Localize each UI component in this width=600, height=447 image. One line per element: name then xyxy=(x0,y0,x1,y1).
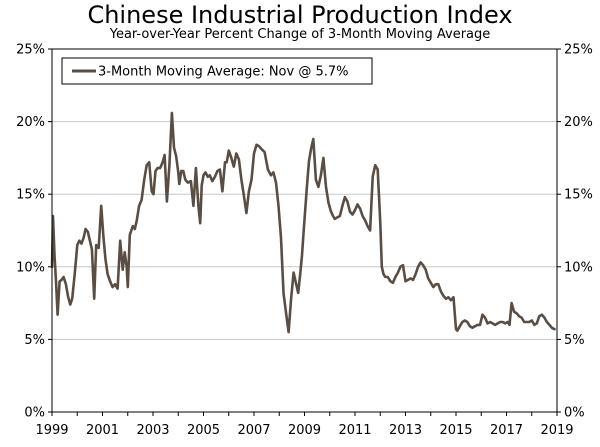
legend-box xyxy=(61,57,373,85)
y-tick-label-left: 15% xyxy=(16,188,45,203)
y-tick-label-left: 5% xyxy=(24,333,45,348)
y-tick-label-left: 0% xyxy=(24,406,45,421)
x-tick-label: 2001 xyxy=(86,423,119,438)
series-line xyxy=(50,111,556,334)
x-tick-label: 2005 xyxy=(187,423,220,438)
y-tick-label-right: 20% xyxy=(564,115,593,130)
plot-frame xyxy=(51,48,558,413)
x-tick-label: 2007 xyxy=(237,423,270,438)
y-tick-label-right: 10% xyxy=(564,260,593,275)
y-tick-label-right: 25% xyxy=(564,43,593,58)
x-tick-label: 1999 xyxy=(35,423,68,438)
x-tick-label: 2003 xyxy=(136,423,169,438)
x-tick-label: 2009 xyxy=(288,423,321,438)
y-tick-label-right: 15% xyxy=(564,188,593,203)
y-tick-label-right: 0% xyxy=(564,406,585,421)
chart-title: Chinese Industrial Production Index xyxy=(87,1,513,29)
y-tick-label-right: 5% xyxy=(564,333,585,348)
x-tick-label: 2011 xyxy=(338,423,371,438)
legend-label: 3-Month Moving Average: Nov @ 5.7% xyxy=(98,65,349,80)
y-tick-label-left: 20% xyxy=(16,115,45,130)
chart-subtitle: Year-over-Year Percent Change of 3-Month… xyxy=(109,27,491,42)
tick-labels: 0% 0% 5% 5% 10% 10% 15% 15% 20% 20% 25% 25% 1999 2001… xyxy=(16,43,593,439)
plot-series xyxy=(50,111,556,334)
x-tick-label: 2013 xyxy=(389,423,422,438)
legend: 3-Month Moving Average: Nov @ 5.7% xyxy=(61,57,373,85)
y-tick-label-left: 25% xyxy=(16,43,45,58)
y-tick-label-left: 10% xyxy=(16,260,45,275)
x-tick-label: 2019 xyxy=(540,423,573,438)
x-tick-label: 2015 xyxy=(439,423,472,438)
gridlines xyxy=(52,121,557,340)
x-tick-label: 2017 xyxy=(490,423,523,438)
